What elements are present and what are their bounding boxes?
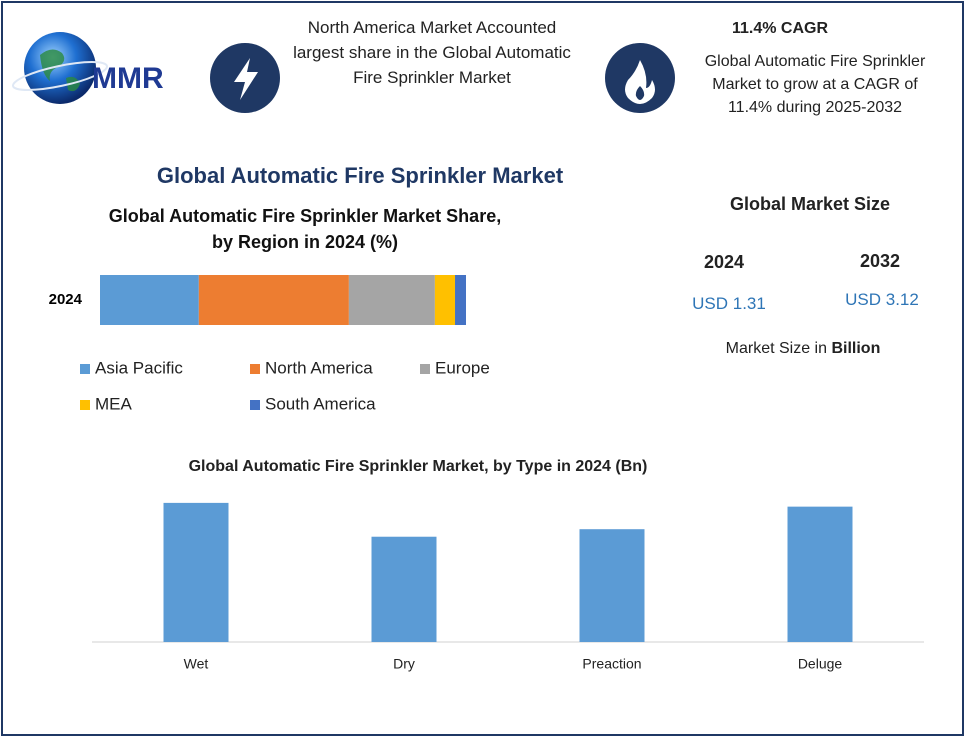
main-title: Global Automatic Fire Sprinkler Market — [156, 163, 564, 188]
x-tick-label: Wet — [184, 656, 209, 672]
bar — [163, 502, 229, 642]
bar — [579, 529, 645, 642]
x-tick-label: Dry — [393, 656, 415, 672]
y-tick-label: 2024 — [49, 291, 83, 308]
legend-label: MEA — [95, 394, 133, 413]
logo-text: MMR — [92, 62, 164, 95]
highlight-text: Global Automatic Fire Sprinkler Market t… — [704, 53, 926, 116]
note-unit: Billion — [831, 340, 881, 357]
logo-ring — [12, 61, 108, 91]
year-label: 2032 — [859, 251, 901, 271]
x-tick-label: Deluge — [798, 656, 843, 672]
legend-swatch — [250, 400, 260, 410]
legend-label: Asia Pacific — [95, 358, 183, 377]
x-tick-label: Preaction — [582, 656, 641, 672]
note-text: Market Size in — [725, 340, 828, 357]
bar — [371, 536, 437, 642]
legend-label: North America — [265, 358, 373, 377]
bar-segment — [455, 275, 466, 325]
legend-swatch — [420, 364, 430, 374]
market-size-value: USD 1.31 — [692, 294, 766, 313]
highlight-text: North America Market Accounted largest s… — [293, 18, 571, 87]
flame-icon — [625, 60, 655, 104]
bar — [787, 506, 853, 642]
chart-title: Global Automatic Fire Sprinkler Market S… — [108, 206, 502, 252]
logo-globe — [24, 32, 96, 104]
chart-title: Global Automatic Fire Sprinkler Market, … — [188, 458, 648, 475]
market-size-title: Global Market Size — [729, 194, 891, 214]
legend-swatch — [250, 364, 260, 374]
legend-swatch — [80, 364, 90, 374]
bar-segment — [434, 275, 456, 325]
bar-segment — [100, 275, 199, 325]
legend-swatch — [80, 400, 90, 410]
bar-segment — [348, 275, 435, 325]
legend-label: South America — [265, 394, 376, 413]
market-size-note: Market Size in Billion — [680, 340, 926, 358]
bar-segment — [198, 275, 349, 325]
logo-land — [40, 49, 80, 92]
year-label: 2024 — [703, 252, 745, 272]
market-size-value: USD 3.12 — [845, 290, 919, 309]
legend-label: Europe — [435, 358, 490, 377]
lightning-icon — [234, 58, 258, 100]
highlight-title: 11.4% CAGR — [731, 20, 829, 37]
